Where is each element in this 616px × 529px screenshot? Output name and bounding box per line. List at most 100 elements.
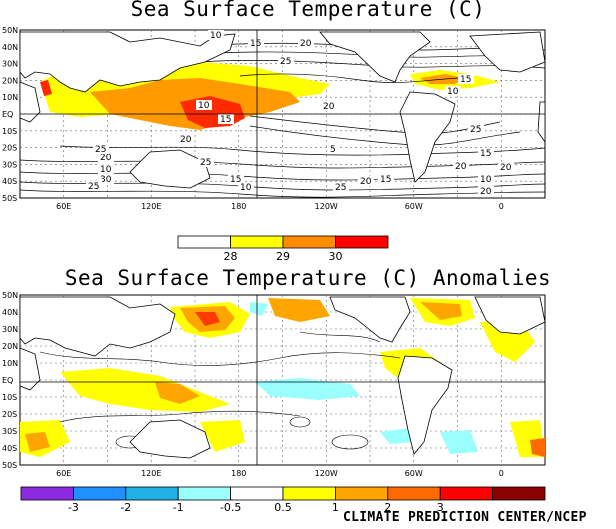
contour-label: 15 <box>230 175 241 185</box>
colorbar-swatch <box>230 486 284 501</box>
lat-label: 40S <box>2 444 17 453</box>
credit-text: CLIMATE PREDICTION CENTER/NCEP <box>343 510 587 525</box>
lat-label: 10N <box>2 93 18 102</box>
lat-label: 40N <box>2 43 18 52</box>
lon-label: 180 <box>231 469 246 478</box>
contour-label: 25 <box>200 158 211 168</box>
lat-label: 20N <box>2 76 18 85</box>
lat-label: 50N <box>2 292 18 300</box>
colorbar-label: 29 <box>276 250 290 262</box>
anomaly-colorbar: -3 -2 -1 -0.5 0.5 1 2 3 <box>20 486 546 514</box>
lat-label: EQ <box>2 110 13 119</box>
lon-label: 0 <box>499 202 504 211</box>
sst-colorbar: 28 29 30 <box>177 235 389 262</box>
contour-label: 15 <box>250 39 261 49</box>
colorbar-label: 30 <box>329 250 343 262</box>
lat-label: 20N <box>2 342 18 351</box>
lon-label: 60E <box>56 202 71 211</box>
anomaly-contour-lines <box>39 331 401 450</box>
colorbar-swatch <box>20 486 74 501</box>
sst-anomaly-map-title: Sea Surface Temperature (C) Anomalies <box>64 266 552 290</box>
contour-label: 10 <box>100 165 112 175</box>
colorbar-swatch <box>334 486 389 501</box>
colorbar-swatch <box>335 235 389 249</box>
colorbar-label: -1 <box>173 501 184 514</box>
contour-label: 20 <box>300 39 312 49</box>
contour-label: 25 <box>335 183 346 193</box>
lon-label: 0 <box>499 469 504 478</box>
colorbar-swatch <box>282 235 336 249</box>
colorbar-swatch <box>439 486 494 501</box>
contour-label: 10 <box>447 87 459 97</box>
lon-label: 120W <box>315 202 338 211</box>
contour-label: 20 <box>500 163 512 173</box>
colorbar-swatch <box>177 486 231 501</box>
contour-label: 15 <box>460 75 471 85</box>
contour-labels: 1015202510152025302525201510520251520102… <box>86 30 514 197</box>
colorbar-label: 28 <box>224 250 238 262</box>
lat-label: 50N <box>2 26 18 35</box>
lat-label: 30N <box>2 325 18 334</box>
lat-label: 50S <box>2 461 17 470</box>
contour-label: 20 <box>100 153 112 163</box>
lon-label: 180 <box>231 202 246 211</box>
lat-label: 30S <box>2 427 17 436</box>
colorbar-label: -2 <box>120 501 131 514</box>
contour-label: 10 <box>240 183 252 193</box>
lat-label: 40S <box>2 177 17 186</box>
latitude-labels: 50N 40N 30N 20N 10N EQ 10S 20S 30S 40S 50S <box>2 292 18 470</box>
colorbar-label: -3 <box>68 501 79 514</box>
contour-label: 25 <box>280 57 291 67</box>
lon-label: 60W <box>405 469 423 478</box>
contour-label: 15 <box>220 115 231 125</box>
colorbar-label: 1 <box>332 501 339 514</box>
contour-label: 20 <box>180 135 192 145</box>
lon-label: 60E <box>56 469 71 478</box>
contour-label: 20 <box>360 177 372 187</box>
continent-outlines <box>19 296 546 459</box>
latitude-labels: 50N 40N 30N 20N 10N EQ 10S 20S 30S 40S 50S <box>2 26 18 203</box>
lat-label: EQ <box>2 376 13 385</box>
sst-anomaly-map: 50N 40N 30N 20N 10N EQ 10S 20S 30S 40S 50S 60E 120E… <box>2 292 546 478</box>
sst-map: 1015202510152025302525201510520251520102… <box>2 26 546 211</box>
lon-label: 120E <box>141 469 161 478</box>
lat-label: 50S <box>2 194 17 203</box>
lon-label: 120W <box>315 469 338 478</box>
contour-label: 10 <box>210 31 222 41</box>
contour-label: 10 <box>198 101 210 111</box>
lat-label: 10N <box>2 359 18 368</box>
colorbar-swatch <box>125 486 179 501</box>
contour-label: 20 <box>480 187 492 197</box>
lat-label: 30N <box>2 60 18 69</box>
continent-outlines <box>19 31 546 189</box>
lat-label: 10S <box>2 127 17 136</box>
colorbar-label: 0.5 <box>274 501 292 514</box>
longitude-labels: 60E 120E 180 120W 60W 0 <box>56 469 504 478</box>
lat-label: 20S <box>2 144 17 153</box>
contour-label: 20 <box>323 102 335 112</box>
contour-label: 25 <box>88 182 99 192</box>
colorbar-swatch <box>177 235 231 249</box>
colorbar-swatch <box>282 486 336 501</box>
colorbar-swatch <box>387 486 441 501</box>
colorbar-swatch <box>492 486 546 501</box>
colorbar-swatch <box>230 235 284 249</box>
contour-label: 20 <box>455 162 467 172</box>
contour-label: 30 <box>100 175 112 185</box>
colorbar-label: 2 <box>384 501 391 514</box>
contour-label: 25 <box>95 145 106 155</box>
contour-label: 25 <box>470 125 481 135</box>
colorbar-label: 3 <box>437 501 444 514</box>
contour-label: 10 <box>480 175 492 185</box>
colorbar-swatch <box>73 486 127 501</box>
contour-label: 15 <box>480 149 491 159</box>
sst-map-title: Sea Surface Temperature (C) <box>130 0 486 21</box>
lat-label: 10S <box>2 393 17 402</box>
lat-label: 40N <box>2 308 18 317</box>
contour-label: 15 <box>380 175 391 185</box>
contour-label: 5 <box>330 145 336 155</box>
lon-label: 60W <box>405 202 423 211</box>
warm-sst-shading <box>40 62 500 130</box>
longitude-labels: 60E 120E 180 120W 60W 0 <box>56 202 504 211</box>
colorbar-label: -0.5 <box>220 501 241 514</box>
